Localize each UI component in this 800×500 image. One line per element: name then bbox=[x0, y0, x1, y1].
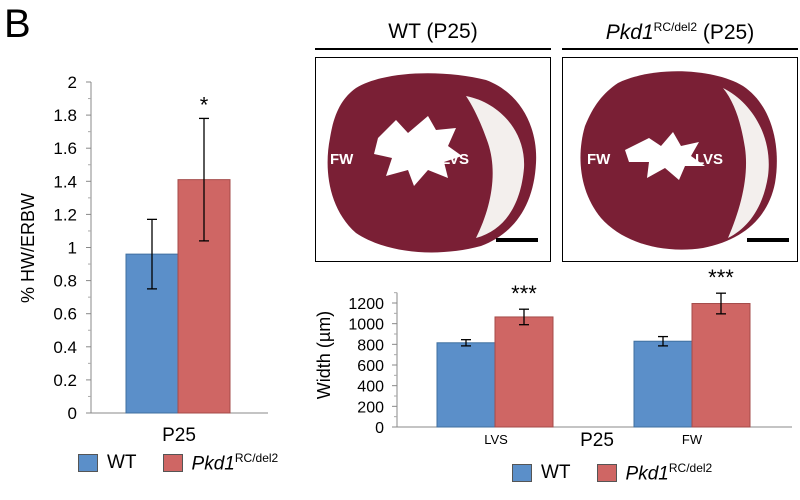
right-ventricle-cavity-image bbox=[723, 88, 769, 238]
scale-bar bbox=[747, 238, 789, 242]
significance-marker: *** bbox=[708, 265, 734, 290]
right-ventricle-cavity-image bbox=[466, 96, 525, 238]
legend-label-wt: WT bbox=[107, 452, 137, 474]
label-fw: FW bbox=[330, 151, 354, 168]
micrograph-title-tail: (P25) bbox=[697, 21, 755, 44]
legend-swatch-wt bbox=[512, 464, 532, 483]
legend-swatch-pkd1 bbox=[162, 454, 183, 473]
micrograph-pkd1: FW LVS bbox=[562, 57, 798, 262]
legend-item-pkd1: Pkd1RC/del2 bbox=[162, 451, 279, 475]
micrograph-title-sup: RC/del2 bbox=[653, 20, 698, 34]
y-tick-label: 0 bbox=[375, 420, 384, 437]
y-axis-label: Width (µm) bbox=[314, 311, 334, 399]
y-tick-label: 0.4 bbox=[53, 338, 77, 357]
micrograph-title-text: WT (P25) bbox=[388, 20, 478, 43]
legend-item-wt: WT bbox=[78, 452, 137, 474]
micrograph-title-italic: Pkd1 bbox=[605, 21, 654, 44]
legend-left: WT Pkd1RC/del2 bbox=[78, 451, 278, 475]
left-ventricle-cavity-image bbox=[625, 132, 705, 180]
significance-marker: *** bbox=[511, 281, 537, 306]
x-axis-label: P25 bbox=[580, 430, 614, 451]
bar-pkd1-fw bbox=[691, 303, 751, 428]
bar-wt-fw bbox=[633, 340, 693, 428]
legend-label-pkd1: Pkd1 bbox=[191, 453, 235, 475]
y-axis-label: % HW/ERBW bbox=[18, 193, 38, 303]
legend-label-pkd1-sup: RC/del2 bbox=[668, 461, 713, 475]
micrograph-title-pkd1: Pkd1RC/del2 (P25) bbox=[562, 20, 798, 45]
legend-swatch-wt bbox=[78, 454, 98, 473]
y-tick-label: 1.6 bbox=[53, 139, 77, 158]
legend-item-pkd1: Pkd1RC/del2 bbox=[596, 461, 713, 485]
legend-label-pkd1: Pkd1 bbox=[625, 463, 669, 485]
y-tick-label: 1.8 bbox=[53, 106, 77, 125]
legend-label-wt: WT bbox=[541, 462, 571, 484]
bar-pkd1-lvs bbox=[494, 316, 554, 428]
y-tick-label: 0.6 bbox=[53, 305, 77, 324]
y-tick-label: 2 bbox=[68, 73, 77, 92]
title-rule-pkd1 bbox=[562, 48, 798, 50]
micrograph-title-wt: WT (P25) bbox=[315, 20, 551, 44]
y-tick-label: 1000 bbox=[348, 317, 384, 334]
micrograph-wt: FW LVS bbox=[315, 57, 551, 262]
scale-bar bbox=[496, 238, 538, 242]
label-fw: FW bbox=[587, 151, 611, 168]
y-tick-label: 1.2 bbox=[53, 205, 77, 224]
y-tick-label: 600 bbox=[357, 358, 384, 375]
y-tick-label: 0.2 bbox=[53, 371, 77, 390]
legend-right: WT Pkd1RC/del2 bbox=[512, 461, 712, 485]
y-tick-label: 0 bbox=[68, 404, 77, 423]
panel-letter: B bbox=[4, 2, 31, 46]
left-ventricle-cavity-image bbox=[374, 116, 462, 186]
x-category-label-fw: FW bbox=[682, 432, 703, 447]
title-rule-wt bbox=[315, 48, 551, 50]
legend-swatch-pkd1 bbox=[596, 464, 617, 483]
y-tick-label: 1200 bbox=[348, 296, 384, 313]
y-tick-label: 200 bbox=[357, 399, 384, 416]
label-lvs: LVS bbox=[695, 151, 723, 168]
bar-wt-lvs bbox=[436, 342, 496, 428]
y-tick-label: 1 bbox=[68, 239, 77, 258]
y-tick-label: 800 bbox=[357, 337, 384, 354]
y-tick-label: 1.4 bbox=[53, 172, 77, 191]
legend-item-wt: WT bbox=[512, 462, 571, 484]
significance-marker: * bbox=[200, 92, 209, 117]
legend-label-pkd1-sup: RC/del2 bbox=[234, 451, 279, 465]
x-category-label-lvs: LVS bbox=[484, 432, 508, 447]
y-tick-label: 400 bbox=[357, 379, 384, 396]
y-tick-label: 0.8 bbox=[53, 272, 77, 291]
x-category-label: P25 bbox=[162, 425, 196, 446]
label-lvs: LVS bbox=[441, 151, 469, 168]
